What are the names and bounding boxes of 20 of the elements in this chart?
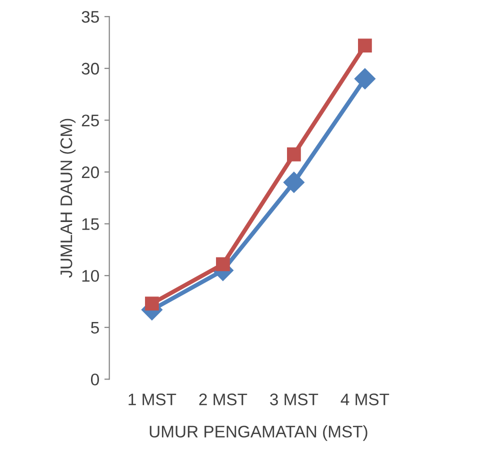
x-tick-label: 1 MST bbox=[128, 394, 176, 406]
y-tick-label: 30 bbox=[82, 62, 99, 75]
y-axis-title: JUMLAH DAUN (CM) bbox=[60, 118, 76, 278]
y-tick-label: 5 bbox=[91, 322, 99, 334]
y-tick-label: 25 bbox=[82, 114, 99, 126]
point bbox=[283, 172, 304, 193]
y-tick-label: 10 bbox=[82, 270, 99, 282]
y-tick-label: 35 bbox=[82, 10, 99, 23]
point bbox=[354, 68, 376, 90]
x-axis-title: UMUR PENGAMATAN (MST) bbox=[150, 425, 368, 441]
point bbox=[216, 257, 230, 272]
x-tick-label: 4 MST bbox=[340, 394, 390, 406]
point bbox=[358, 38, 372, 53]
point bbox=[286, 147, 301, 162]
y-tick-label: 15 bbox=[82, 218, 99, 230]
y-tick-label: 20 bbox=[82, 166, 99, 178]
point bbox=[144, 296, 159, 311]
x-tick-label: 2 MST bbox=[199, 394, 248, 406]
x-tick-label: 3 MST bbox=[270, 394, 318, 406]
y-tick-label: 0 bbox=[91, 374, 99, 386]
